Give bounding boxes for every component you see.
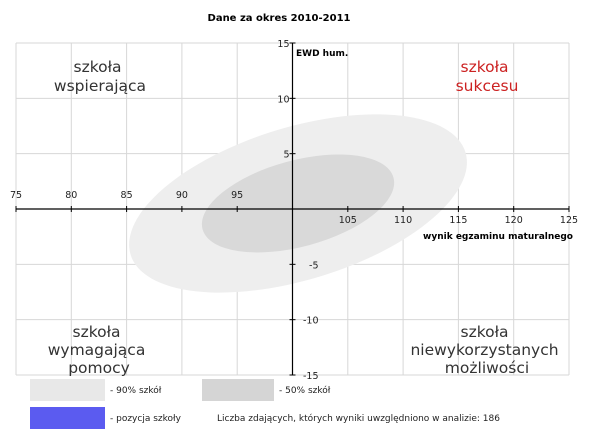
legend-swatch-90 — [30, 379, 105, 401]
y-tick-label: 5 — [283, 150, 289, 161]
x-tick-label: 80 — [65, 190, 77, 201]
x-tick-label: 110 — [394, 215, 412, 226]
axes — [15, 42, 570, 376]
x-tick-label: 125 — [560, 215, 578, 226]
x-tick-label: 105 — [339, 215, 357, 226]
legend-swatch-school — [30, 407, 105, 429]
x-tick-label: 120 — [505, 215, 523, 226]
ellipse-50-percent — [201, 154, 395, 253]
legend-label-90: - 90% szkół — [110, 385, 162, 396]
quadrant-label-top-right: szkoła sukcesu — [456, 58, 519, 95]
legend-swatch-50 — [202, 379, 274, 401]
quadrant-label-top-left: szkoła wspierająca — [54, 58, 146, 95]
legend-label-50: - 50% szkół — [279, 385, 331, 396]
footnote: Liczba zdających, których wyniki uwzględ… — [217, 413, 500, 424]
y-tick-label: -15 — [303, 371, 319, 382]
quadrant-label-bottom-right: szkoła niewykorzystanych możliwości — [410, 323, 563, 377]
quadrant-label-bottom-left: szkoła wymagająca pomocy — [48, 323, 151, 377]
x-tick-label: 95 — [231, 190, 243, 201]
x-tick-label: 115 — [449, 215, 467, 226]
y-tick-label: 15 — [277, 39, 289, 50]
x-axis-label: wynik egzaminu maturalnego — [423, 232, 573, 242]
ellipses — [129, 114, 467, 293]
chart-title: Dane za okres 2010-2011 — [208, 13, 351, 24]
y-tick-label: -10 — [303, 316, 319, 327]
legend-label-school: - pozycja szkoły — [110, 414, 182, 424]
x-tick-label: 90 — [176, 190, 188, 201]
x-tick-label: 75 — [10, 190, 22, 201]
x-tick-label: 85 — [121, 190, 133, 201]
y-tick-label: -5 — [309, 260, 318, 271]
y-tick-label: 10 — [277, 94, 289, 105]
y-axis-label: EWD hum. — [296, 49, 348, 59]
